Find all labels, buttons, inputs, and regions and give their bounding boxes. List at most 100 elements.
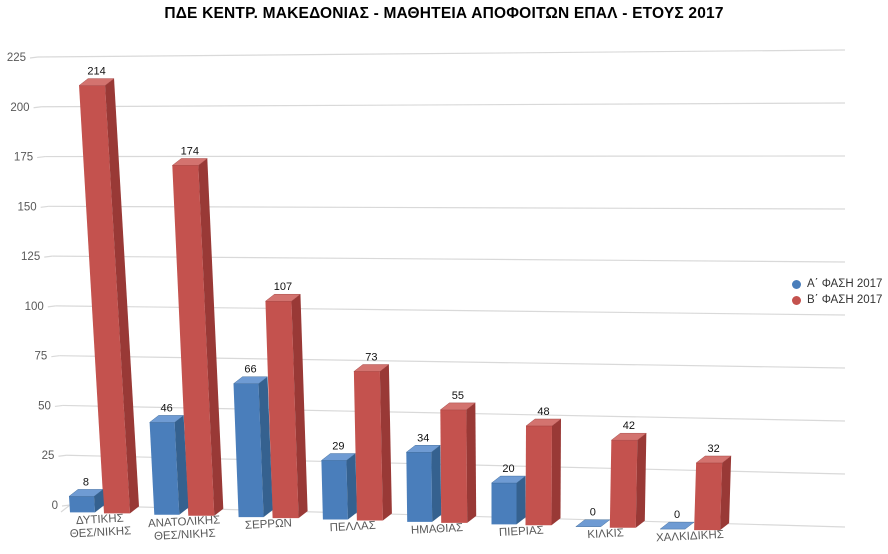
bar-phase-a	[406, 452, 433, 522]
bar-phase-b	[291, 294, 308, 519]
y-axis-tick	[47, 305, 56, 308]
bar-phase-a	[258, 376, 273, 518]
y-axis-tick-label: 150	[17, 201, 36, 213]
value-label: 8	[83, 476, 89, 488]
gridline	[55, 305, 846, 316]
bar-phase-a	[68, 489, 104, 497]
bar-phase-b	[610, 433, 647, 441]
bar-phase-b	[525, 418, 562, 427]
y-axis-tick	[33, 106, 42, 109]
y-axis-tick	[29, 56, 39, 59]
bar-phase-a	[491, 483, 517, 525]
bar-phase-b	[439, 402, 476, 411]
y-axis-tick-label: 50	[38, 400, 51, 412]
category-label: ΑΝΑΤΟΛΙΚΗΣΘΕΣ/ΝΙΚΗΣ	[148, 514, 222, 543]
legend-item-phase-b: Β΄ ΦΑΣΗ 2017	[792, 294, 882, 306]
bar-phase-a	[431, 445, 442, 522]
bar-phase-a	[320, 453, 356, 461]
bar-phase-b	[695, 455, 732, 464]
bar-phase-a	[405, 445, 441, 453]
chart-title: ΠΔΕ ΚΕΝΤΡ. ΜΑΚΕΔΟΝΙΑΣ - ΜΑΘΗΤΕΙΑ ΑΠΟΦΟΙΤ…	[164, 5, 724, 22]
y-axis-tick	[40, 205, 49, 208]
y-axis-tick	[54, 404, 63, 408]
bar-phase-a	[149, 422, 180, 515]
floor-edge	[60, 504, 71, 513]
bar-phase-a	[575, 519, 611, 527]
legend-marker-phase-a-icon	[792, 279, 801, 289]
bar-phase-b	[466, 402, 477, 523]
value-label: 0	[590, 507, 596, 519]
value-label: 20	[502, 463, 514, 475]
value-label: 73	[365, 352, 377, 364]
bar-phase-a	[149, 415, 185, 423]
value-label: 66	[244, 364, 256, 376]
legend-label-phase-b: Β΄ ΦΑΣΗ 2017	[807, 294, 883, 306]
value-label: 174	[181, 145, 199, 157]
bar-phase-b	[440, 409, 468, 523]
y-axis-tick	[44, 255, 53, 258]
value-label: 107	[274, 281, 292, 293]
gridline	[59, 355, 846, 369]
value-label: 34	[417, 432, 429, 444]
bar-phase-b	[635, 433, 647, 528]
y-axis-tick-label: 25	[42, 450, 55, 462]
bar-phase-b	[79, 85, 130, 514]
value-label: 42	[623, 420, 635, 432]
bar-phase-b	[198, 158, 224, 516]
bar-phase-a	[233, 383, 264, 518]
bar-phase-b	[353, 371, 383, 521]
legend-item-phase-a: Α΄ ΦΑΣΗ 2017	[792, 278, 882, 290]
category-label: ΣΕΡΡΩΝ	[245, 517, 293, 531]
bar-phase-b	[353, 364, 390, 372]
y-axis-tick-label: 200	[10, 102, 29, 114]
value-label: 48	[537, 406, 549, 418]
bar-phase-a	[174, 415, 189, 515]
y-axis-tick-label: 125	[21, 251, 40, 263]
category-label: ΔΥΤΙΚΗΣΘΕΣ/ΝΙΚΗΣ	[69, 512, 132, 540]
category-label: ΠΕΛΛΑΣ	[329, 520, 376, 534]
category-label: ΗΜΑΘΙΑΣ	[411, 522, 464, 537]
value-label: 32	[708, 443, 720, 455]
y-axis-tick-label: 225	[7, 52, 26, 64]
legend-marker-phase-b-icon	[792, 295, 801, 305]
bar-phase-a	[490, 475, 527, 484]
value-label: 46	[160, 402, 172, 414]
gridline	[52, 255, 846, 263]
y-axis-tick	[58, 454, 67, 457]
bar-phase-a	[68, 496, 95, 513]
bar-phase-b	[171, 158, 208, 166]
bar-phase-a	[516, 476, 526, 525]
bar-phase-b	[172, 165, 215, 516]
bar-phase-b	[264, 294, 302, 302]
y-axis-tick-label: 175	[14, 152, 33, 164]
category-label: ΚΙΛΚΙΣ	[587, 527, 624, 541]
bar-phase-b	[609, 440, 638, 528]
value-label: 55	[452, 390, 464, 402]
y-axis-tick-label: 0	[52, 500, 58, 512]
value-label: 214	[87, 66, 105, 78]
bar-phase-a	[321, 460, 348, 520]
value-label: 29	[332, 441, 344, 453]
bar-phase-b	[551, 418, 562, 526]
bar-phase-a	[93, 489, 104, 513]
bar-phase-a	[232, 376, 269, 384]
y-axis-tick	[61, 504, 71, 507]
bar-phase-b	[720, 455, 732, 531]
legend: Α΄ ΦΑΣΗ 2017 Β΄ ΦΑΣΗ 2017	[792, 278, 882, 306]
bar-phase-b	[694, 462, 723, 531]
y-axis-tick-label: 75	[35, 351, 48, 363]
legend-label-phase-a: Α΄ ΦΑΣΗ 2017	[807, 278, 883, 290]
gridline	[37, 49, 846, 58]
y-axis-tick	[51, 355, 60, 358]
gridline	[48, 205, 846, 210]
value-label: 0	[674, 509, 680, 521]
bar-phase-b	[265, 301, 299, 519]
category-label: ΠΙΕΡΙΑΣ	[499, 525, 544, 539]
bar-phase-b	[525, 425, 553, 526]
y-axis-tick-label: 100	[25, 301, 44, 313]
category-label: ΧΑΛΚΙΔΙΚΗΣ	[656, 529, 724, 545]
bar-phase-b	[78, 78, 115, 86]
bar-phase-a	[659, 521, 695, 530]
